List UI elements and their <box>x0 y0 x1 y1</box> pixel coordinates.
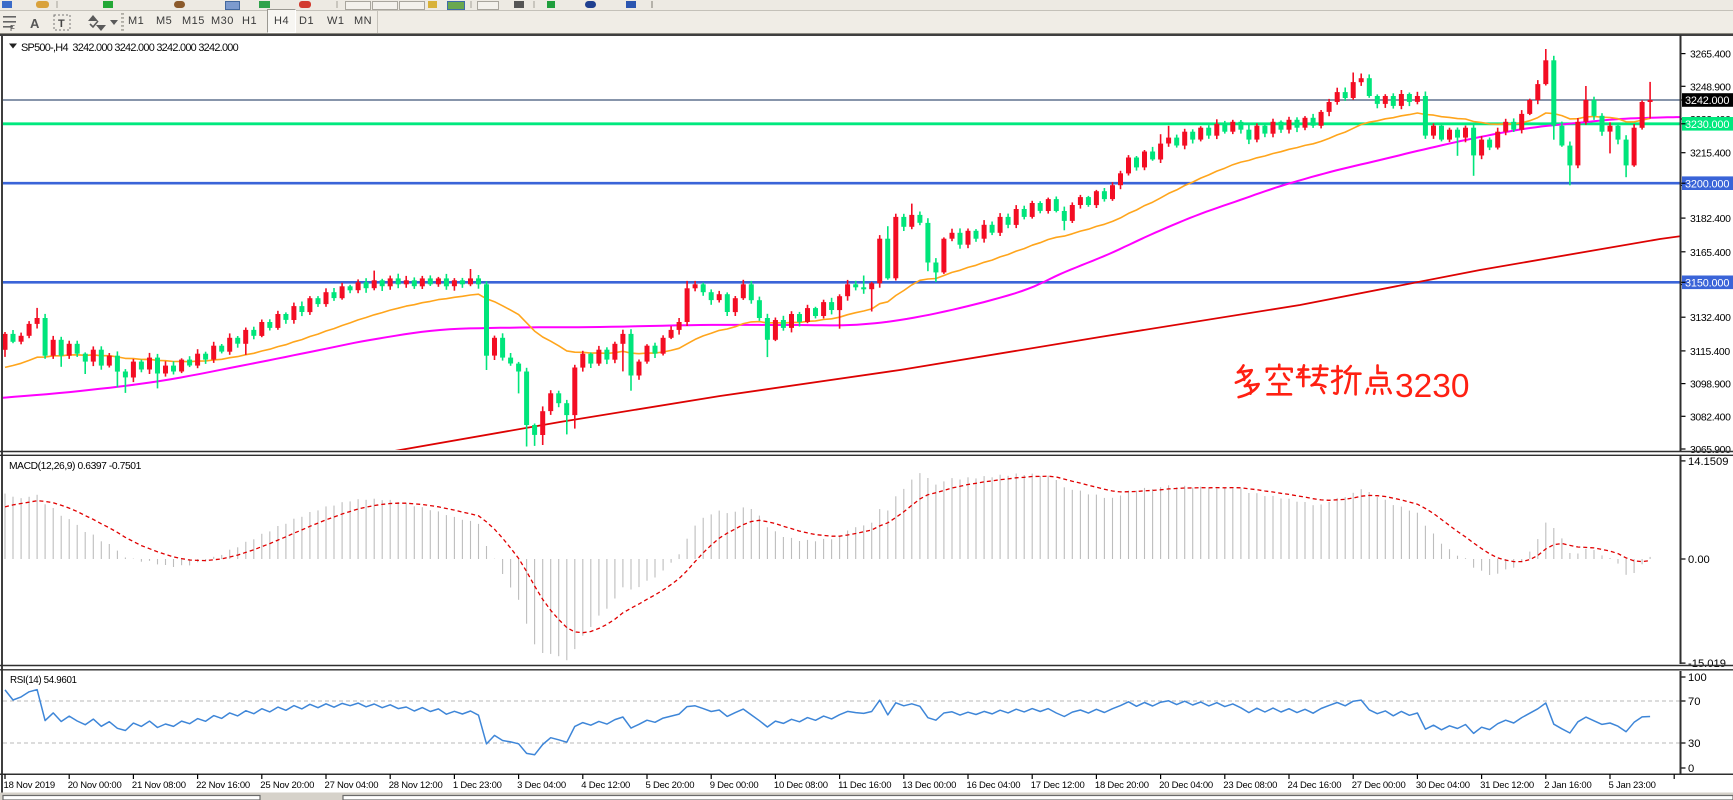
svg-text:MACD(12,26,9) 0.6397 -0.7501: MACD(12,26,9) 0.6397 -0.7501 <box>9 461 142 472</box>
svg-text:28 Nov 12:00: 28 Nov 12:00 <box>389 780 443 791</box>
svg-text:21 Nov 08:00: 21 Nov 08:00 <box>132 780 186 791</box>
svg-text:0: 0 <box>1688 763 1694 775</box>
svg-text:3 Dec 04:00: 3 Dec 04:00 <box>517 780 566 791</box>
svg-text:-15.019: -15.019 <box>1688 658 1726 670</box>
svg-text:0.00: 0.00 <box>1688 554 1710 566</box>
svg-text:RSI(14) 54.9601: RSI(14) 54.9601 <box>10 675 77 686</box>
svg-text:14.1509: 14.1509 <box>1688 456 1728 468</box>
svg-text:25 Nov 20:00: 25 Nov 20:00 <box>260 780 314 791</box>
svg-text:10 Dec 08:00: 10 Dec 08:00 <box>774 780 828 791</box>
svg-text:3242.000: 3242.000 <box>1685 95 1729 107</box>
svg-text:4 Dec 12:00: 4 Dec 12:00 <box>581 780 630 791</box>
svg-text:3115.400: 3115.400 <box>1690 347 1730 358</box>
svg-text:3150.000: 3150.000 <box>1685 278 1729 290</box>
svg-text:70: 70 <box>1688 696 1700 708</box>
svg-text:18 Nov 2019: 18 Nov 2019 <box>4 780 55 791</box>
svg-text:3165.400: 3165.400 <box>1690 248 1731 259</box>
svg-text:100: 100 <box>1688 672 1707 684</box>
svg-text:3200.000: 3200.000 <box>1685 178 1729 190</box>
svg-text:11 Dec 16:00: 11 Dec 16:00 <box>838 780 891 791</box>
svg-text:2 Jan 16:00: 2 Jan 16:00 <box>1544 780 1591 791</box>
svg-text:SP500-,H4 3242.000 3242.000 3: SP500-,H4 3242.000 3242.000 3242.000 324… <box>21 42 239 54</box>
svg-text:30: 30 <box>1688 738 1700 750</box>
svg-text:3265.400: 3265.400 <box>1690 50 1731 61</box>
svg-text:18 Dec 20:00: 18 Dec 20:00 <box>1095 780 1149 791</box>
svg-text:20 Dec 04:00: 20 Dec 04:00 <box>1159 780 1213 791</box>
svg-text:3215.400: 3215.400 <box>1690 149 1731 160</box>
svg-text:13 Dec 00:00: 13 Dec 00:00 <box>902 780 956 791</box>
svg-text:27 Dec 00:00: 27 Dec 00:00 <box>1352 780 1406 791</box>
svg-text:1 Dec 23:00: 1 Dec 23:00 <box>453 780 502 791</box>
svg-text:23 Dec 08:00: 23 Dec 08:00 <box>1223 780 1277 791</box>
svg-text:5 Dec 20:00: 5 Dec 20:00 <box>646 780 695 791</box>
svg-text:24 Dec 16:00: 24 Dec 16:00 <box>1288 780 1342 791</box>
svg-text:20 Nov 00:00: 20 Nov 00:00 <box>68 780 122 791</box>
svg-text:T: T <box>58 18 65 30</box>
svg-text:3065.900: 3065.900 <box>1690 445 1731 456</box>
svg-text:17 Dec 12:00: 17 Dec 12:00 <box>1031 780 1085 791</box>
svg-text:31 Dec 12:00: 31 Dec 12:00 <box>1480 780 1534 791</box>
svg-text:3230: 3230 <box>1395 368 1470 405</box>
svg-text:3248.900: 3248.900 <box>1690 82 1731 93</box>
svg-text:F: F <box>10 24 15 33</box>
svg-text:27 Nov 04:00: 27 Nov 04:00 <box>325 780 379 791</box>
svg-text:22 Nov 16:00: 22 Nov 16:00 <box>196 780 250 791</box>
svg-text:A: A <box>30 16 40 31</box>
svg-text:3082.400: 3082.400 <box>1690 412 1731 423</box>
svg-text:3098.900: 3098.900 <box>1690 380 1731 391</box>
svg-text:30 Dec 04:00: 30 Dec 04:00 <box>1416 780 1470 791</box>
svg-text:3132.400: 3132.400 <box>1690 313 1731 324</box>
svg-text:3230.000: 3230.000 <box>1685 119 1729 131</box>
svg-text:5 Jan 23:00: 5 Jan 23:00 <box>1609 780 1656 791</box>
svg-text:16 Dec 04:00: 16 Dec 04:00 <box>967 780 1021 791</box>
svg-text:9 Dec 00:00: 9 Dec 00:00 <box>710 780 759 791</box>
svg-text:3182.400: 3182.400 <box>1690 214 1731 225</box>
